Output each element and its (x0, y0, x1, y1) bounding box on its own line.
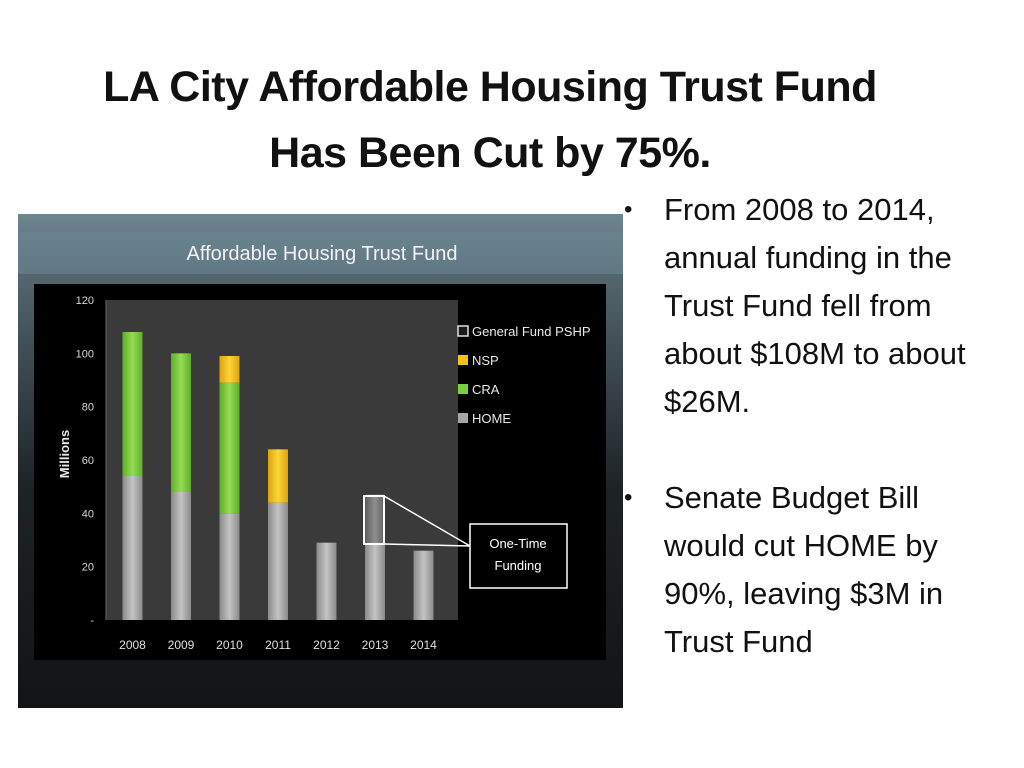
y-tick-label: 20 (82, 562, 94, 574)
x-tick-label-2010: 2010 (216, 638, 243, 652)
y-tick-label: 60 (82, 455, 94, 467)
slide-title-line1: LA City Affordable Housing Trust Fund (103, 63, 877, 111)
bar-home-2011 (268, 502, 288, 620)
y-tick-label: - (90, 615, 94, 627)
bullet-item: • From 2008 to 2014, annual funding in t… (622, 186, 1002, 426)
legend-label-nsp: NSP (472, 353, 499, 368)
y-tick-label: 40 (82, 508, 94, 520)
bar-cra-2008 (122, 332, 143, 476)
annotation-text-line2: Funding (495, 558, 542, 573)
bullet-list: • From 2008 to 2014, annual funding in t… (622, 186, 1002, 666)
annotation-connector-top (383, 495, 471, 547)
bar-home-2009 (171, 492, 191, 620)
annotation-callout-box (469, 523, 568, 589)
legend-swatch-nsp (458, 355, 468, 365)
chart-legend: General Fund PSHP NSP CRA HOME (457, 324, 591, 426)
one-time-highlight-box (363, 495, 385, 545)
legend-swatch-home (458, 413, 468, 423)
y-tick-label: 120 (76, 295, 94, 307)
bar-home-2014 (413, 550, 434, 620)
x-tick-label-2011: 2011 (265, 638, 291, 652)
bar-home-2008 (122, 476, 143, 620)
legend-label-general-fund-pshp: General Fund PSHP (472, 324, 591, 339)
x-tick-label-2008: 2008 (119, 638, 146, 652)
y-tick-label: 80 (82, 402, 94, 414)
y-ticks-group: - 20 40 60 80 100 120 (76, 295, 95, 627)
legend-label-cra: CRA (472, 382, 500, 397)
bar-home-2010 (219, 513, 240, 620)
bar-nsp-2011 (268, 449, 288, 503)
x-tick-label-2009: 2009 (168, 638, 195, 652)
stacked-bar-chart: Affordable Housing Trust Fund Millions -… (18, 232, 623, 660)
bullet-dot-icon: • (624, 484, 633, 511)
slide-title: LA City Affordable Housing Trust Fund Ha… (0, 54, 980, 186)
y-axis-label: Millions (57, 430, 72, 478)
bar-general-fund-pshp-2013 (365, 494, 385, 543)
legend-swatch-cra (458, 384, 468, 394)
x-tick-label-2014: 2014 (410, 638, 437, 652)
chart-title: Affordable Housing Trust Fund (187, 243, 458, 265)
x-tick-label-2013: 2013 (362, 638, 389, 652)
bar-cra-2010 (219, 382, 240, 514)
legend-swatch-general-fund-pshp (457, 325, 469, 337)
bullet-item: • Senate Budget Bill would cut HOME by 9… (622, 474, 1002, 666)
x-tick-label-2012: 2012 (313, 638, 340, 652)
chart-panel: Affordable Housing Trust Fund Millions -… (18, 214, 623, 708)
bullet-text: Senate Budget Bill would cut HOME by 90%… (664, 480, 944, 659)
slide-title-line2: Has Been Cut by 75%. (269, 129, 711, 177)
legend-label-home: HOME (472, 411, 511, 426)
annotation-connector-bottom (383, 543, 471, 547)
annotation-text-line1: One-Time (489, 536, 546, 551)
bars-group (122, 332, 434, 620)
bullet-text: From 2008 to 2014, annual funding in the… (664, 192, 966, 419)
bar-nsp-2010 (219, 356, 240, 383)
bar-cra-2009 (171, 353, 191, 492)
y-tick-label: 100 (76, 348, 94, 360)
x-ticks-group: 2008 2009 2010 2011 2012 2013 2014 (119, 638, 437, 652)
bar-home-2012 (316, 542, 337, 620)
bullet-dot-icon: • (624, 196, 633, 223)
one-time-annotation: One-Time Funding (363, 495, 568, 589)
chart-title-band (18, 232, 623, 274)
bar-home-2013 (365, 542, 385, 620)
